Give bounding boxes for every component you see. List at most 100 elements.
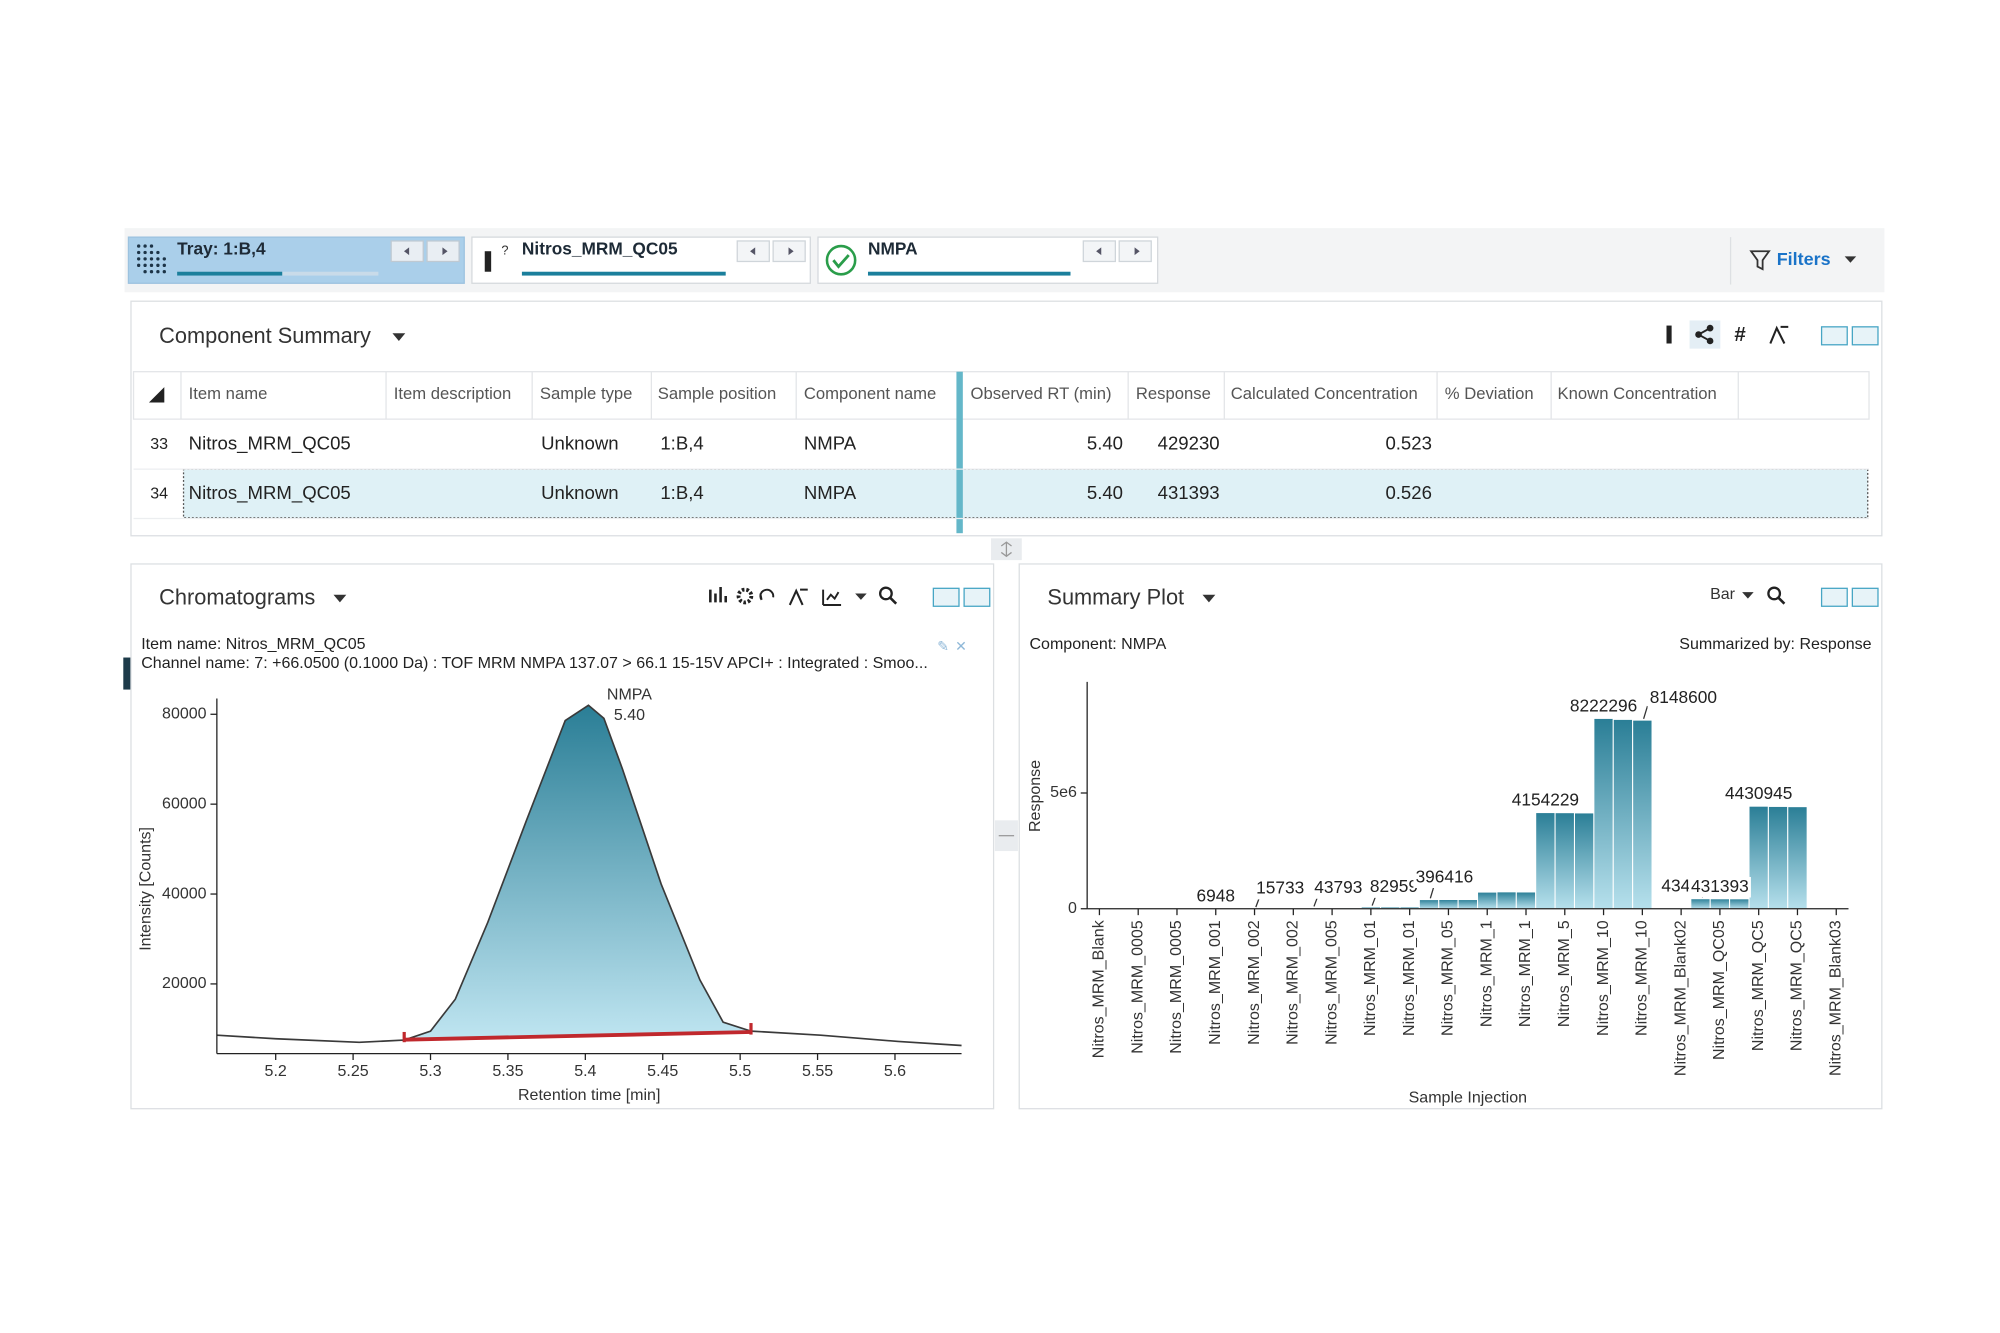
panel-title: Summary Plot [1047,584,1184,609]
x-tick-label: Nitros_MRM_0005 [1167,920,1185,1054]
column-header: Sample type [540,384,633,403]
close-icon[interactable]: ✕ [955,638,967,654]
bar [1515,891,1537,910]
table-cell: 33 [150,435,168,453]
chart-tool[interactable] [822,589,842,606]
bar [1612,718,1634,910]
panel-title: Chromatograms [159,584,315,609]
maximize-button[interactable] [963,587,991,607]
label-bg [1722,784,1795,805]
x-tick-label: Nitros_MRM_Blank03 [1826,920,1844,1076]
tray-selector[interactable]: Tray: 1:B,4 [127,236,465,284]
bar [1709,898,1731,910]
dropdown-arrow[interactable] [1202,594,1216,603]
x-tick-label: Nitros_MRM_QC5 [1749,920,1767,1051]
dropdown-arrow[interactable] [1742,592,1754,599]
selected-row[interactable] [182,468,1869,519]
column-header: Component name [804,384,936,403]
progress-bar [867,271,1071,276]
data-label: 4154229 [1512,790,1579,810]
y-tick-label: 40000 [162,884,207,902]
vial-icon [484,251,492,272]
bar [1554,812,1575,910]
bar [1457,899,1479,910]
x-tick-label: 5.2 [265,1062,287,1080]
peak-tool[interactable] [1769,325,1789,344]
progress-bar [177,271,283,276]
share-tool-bg[interactable] [1689,320,1721,349]
minimize-button[interactable] [932,587,960,607]
column-header: Known Concentration [1558,384,1717,403]
bar [1767,805,1789,910]
undo-tool[interactable] [759,588,775,601]
filter-icon [1749,250,1771,271]
filters-label[interactable]: Filters [1777,249,1831,269]
summarized-caption: Summarized by: Response [1679,635,1871,653]
x-tick-label: Nitros_MRM_002 [1284,920,1302,1045]
x-tick-label: 5.35 [492,1062,523,1080]
nav-arrows [750,247,794,256]
nav-arrows [1096,247,1140,256]
column-header: Item name [189,384,268,403]
label-bg [1312,878,1365,899]
pin-icon[interactable]: ✎ [937,638,949,654]
table-cell: Unknown [541,433,618,454]
bar [1593,717,1614,910]
settings-tool[interactable] [736,587,754,605]
x-tick-label: Nitros_MRM_01 [1361,920,1379,1036]
bar [1438,898,1459,910]
dropdown-arrow[interactable] [855,593,867,600]
progress-bar [521,271,726,276]
y-axis-label: Intensity [Counts] [137,827,155,951]
component-selector[interactable]: NMPA [817,236,1159,284]
x-tick-label: Nitros_MRM_01 [1400,920,1418,1036]
vial-tool[interactable] [1666,325,1672,344]
data-label: 8148600 [1650,687,1717,707]
side-tab[interactable] [123,657,133,690]
bar [1729,898,1750,910]
vial-icon-mark: ? [501,243,508,258]
zoom-tool[interactable] [1767,586,1782,601]
x-tick-label: Nitros_MRM_QC5 [1788,920,1806,1051]
label-bg [1367,877,1421,898]
x-tick-label: Nitros_MRM_Blank02 [1671,920,1689,1076]
table-tools: # [1666,320,1879,349]
minimize-button[interactable] [1820,326,1848,346]
maximize-button[interactable] [1851,326,1879,346]
maximize-button[interactable] [1851,587,1879,607]
number-tool[interactable]: # [1734,323,1746,346]
dropdown-arrow[interactable] [333,594,347,603]
column-header: Response [1136,384,1211,403]
zoom-tool[interactable] [879,586,893,601]
x-tick-label: Nitros_MRM_10 [1633,920,1651,1036]
y-tick-label: 0 [1068,899,1077,917]
column-header: Item description [394,384,512,403]
bar [1632,719,1653,910]
column-header: % Deviation [1445,384,1534,403]
x-tick-label: Nitros_MRM_0005 [1128,920,1146,1054]
peak-area [404,705,751,1040]
label-bg [1567,696,1640,718]
x-tick-label: 5.55 [802,1062,833,1080]
table-cell: NMPA [804,433,857,454]
table-cell: 1:B,4 [660,433,703,454]
x-tick-label: Nitros_MRM_Blank [1090,919,1108,1058]
bar [1573,812,1595,910]
filters-button[interactable]: Filters [1749,249,1857,271]
integration-baseline [404,1030,752,1042]
y-tick-label: 60000 [162,794,207,812]
peak-tool[interactable] [788,588,808,606]
dropdown-arrow[interactable] [392,333,406,341]
table-cell: 1:B,4 [660,482,703,503]
integrate-tool[interactable] [709,587,727,603]
x-tick-label: Nitros_MRM_1 [1477,920,1495,1027]
sample-selector[interactable]: ? Nitros_MRM_QC05 [471,236,811,284]
table-cell: Nitros_MRM_QC05 [189,482,351,504]
label-bg [1413,867,1476,889]
x-tick-label: Nitros_MRM_05 [1439,920,1457,1036]
plot-type[interactable]: Bar [1710,585,1736,603]
minimize-button[interactable] [1820,587,1848,607]
bar [1690,898,1711,910]
check-icon [825,244,857,276]
x-tick-label: 5.4 [574,1062,596,1080]
